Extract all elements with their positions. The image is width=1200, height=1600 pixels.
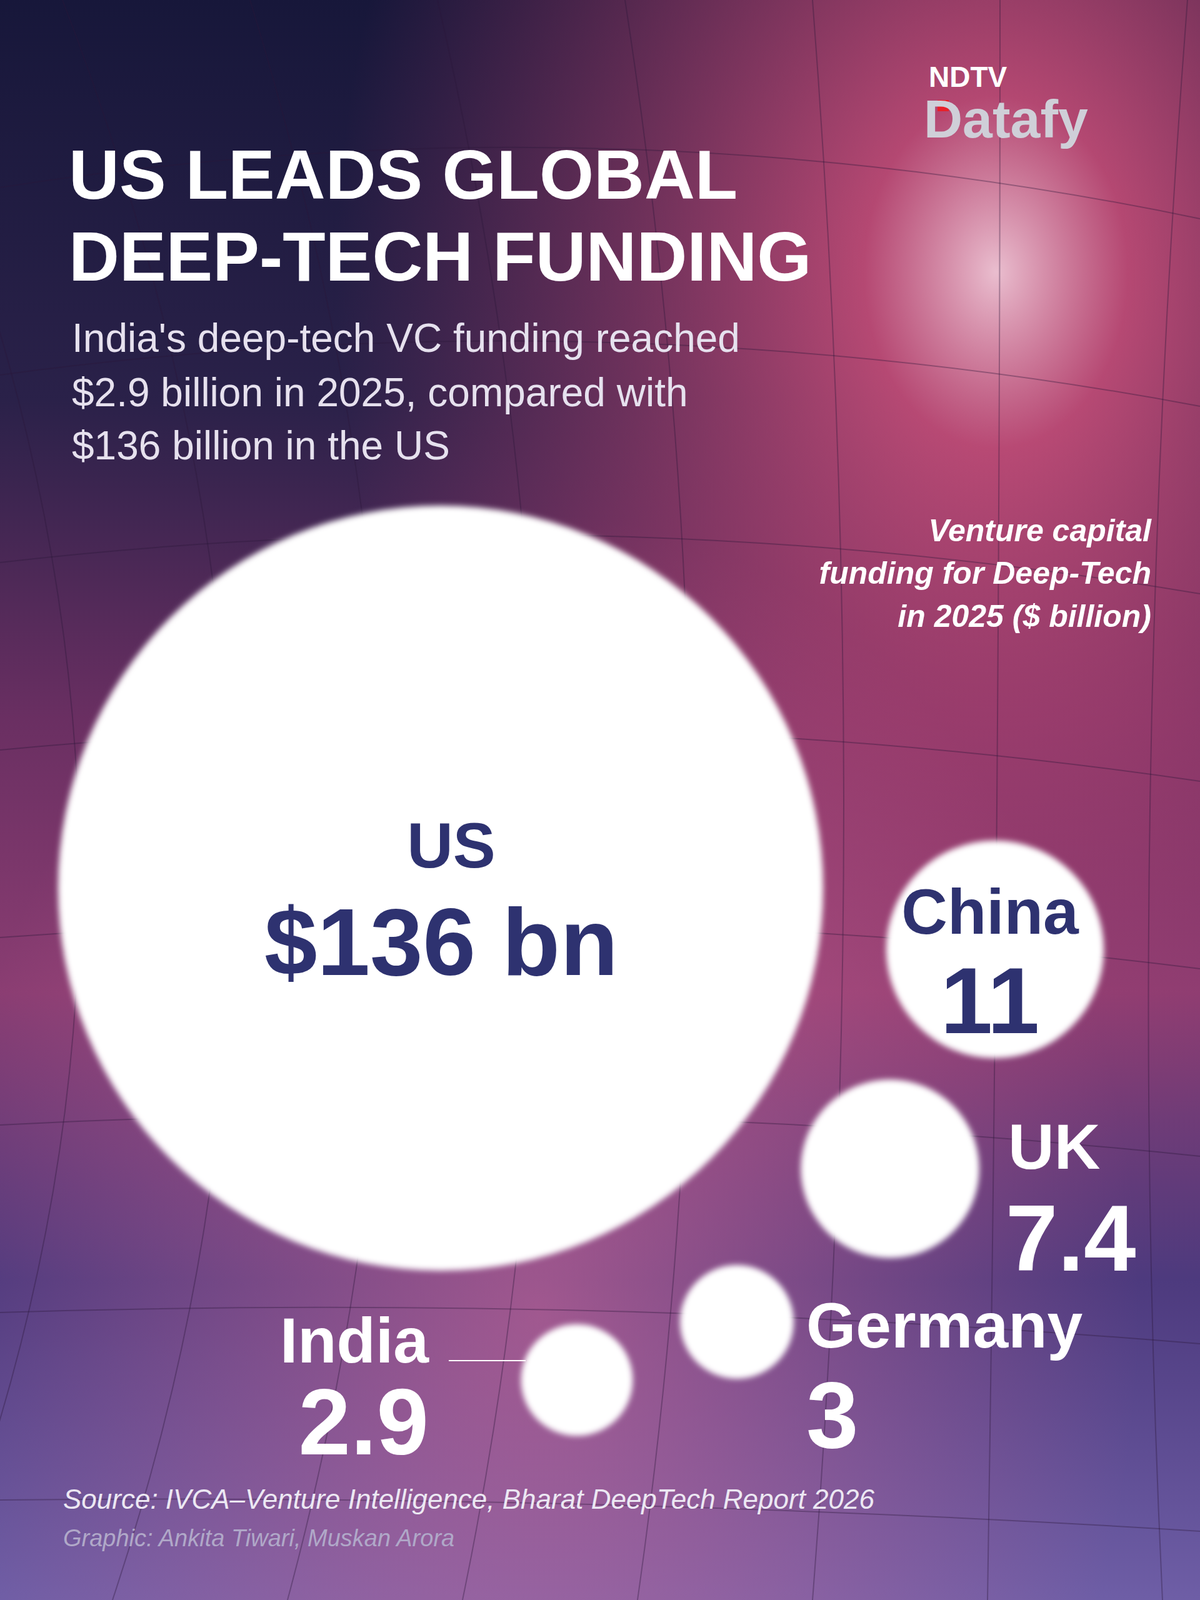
title: US LEADS GLOBAL: [68, 135, 738, 214]
data-label: 3: [806, 1362, 859, 1468]
category-label: UK: [1008, 1111, 1100, 1183]
title: DEEP-TECH FUNDING: [68, 217, 812, 296]
subtitle: India's deep-tech VC funding reached: [71, 315, 740, 361]
category-label: US: [406, 810, 496, 882]
bubble: [800, 1079, 980, 1259]
chart: NDTVDatafy US LEADS GLOBALDEEP-TECH FUNDI…: [0, 0, 1200, 1600]
annotation: Venture capital: [928, 513, 1152, 549]
data-label: $136 bn: [264, 888, 619, 995]
bubble: [886, 840, 1104, 1059]
annotation: in 2025 ($ billion): [897, 598, 1152, 634]
category-label: India: [280, 1305, 430, 1377]
bubble: [58, 505, 824, 1271]
background-glow: [0, 0, 1200, 1600]
globe-grid: [0, 0, 1200, 1600]
source: Source: IVCA–Venture Intelligence, Bhara…: [63, 1483, 875, 1515]
data-label: 2.9: [298, 1369, 429, 1475]
background-glow: [0, 0, 1200, 1600]
background: [0, 0, 1200, 1600]
bubble: [680, 1265, 794, 1379]
credit: Graphic: Ankita Tiwari, Muskan Arora: [63, 1525, 455, 1552]
data-label: 11: [940, 948, 1040, 1054]
labels: US$136 bn China11 UK7.4Germany3 India2.9: [264, 810, 1137, 1475]
category-label: Germany: [806, 1290, 1083, 1362]
logo-text: Datafy: [923, 88, 1089, 149]
connector: [448, 1360, 526, 1362]
grid-line: [1148, 0, 1189, 1600]
bubble: [521, 1324, 634, 1437]
grid-line: [0, 0, 80, 1600]
category-label: China: [901, 876, 1080, 948]
bubbles: [58, 505, 1104, 1436]
data-label: 7.4: [1005, 1185, 1137, 1291]
annotation: funding for Deep-Tech: [819, 555, 1152, 591]
logo: NDTVDatafy: [923, 60, 1089, 149]
subtitle: $136 billion in the US: [71, 423, 450, 469]
subtitle: $2.9 billion in 2025, compared with: [71, 370, 689, 415]
